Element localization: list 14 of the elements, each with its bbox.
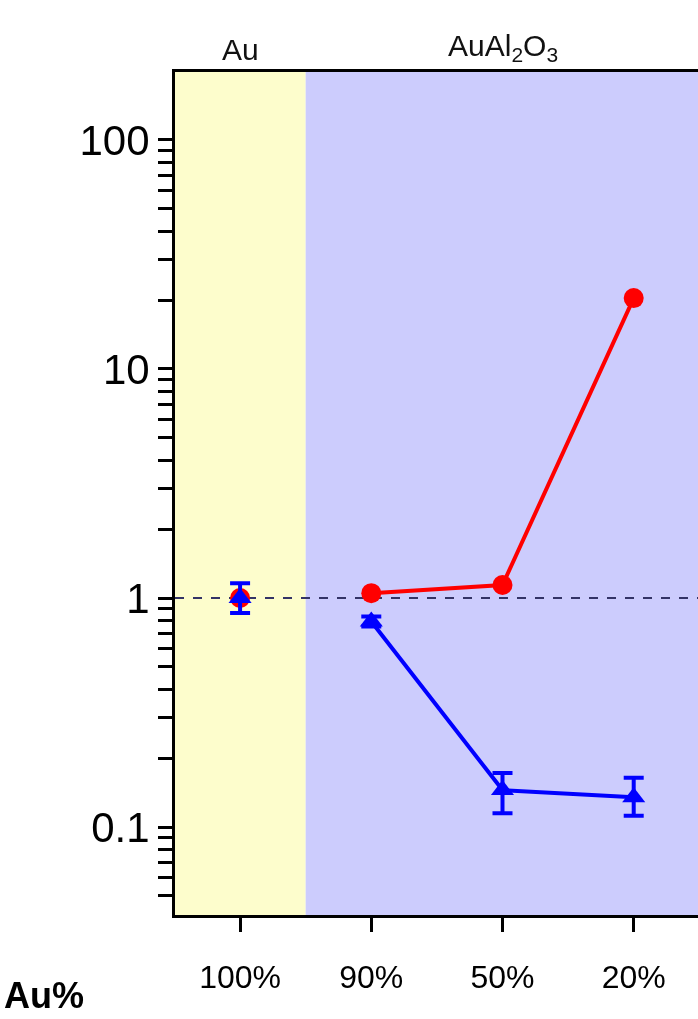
x-tick-label: 90% bbox=[339, 959, 404, 996]
y-tick-label: 1 bbox=[126, 574, 150, 622]
y-tick-label: 0.1 bbox=[91, 803, 150, 851]
x-tick-label: 100% bbox=[199, 959, 281, 996]
point bbox=[361, 583, 382, 604]
x-axis-title: Au% bbox=[4, 975, 84, 1016]
x-tick-label: 50% bbox=[470, 959, 535, 996]
point bbox=[492, 574, 513, 595]
y-tick-label: 10 bbox=[102, 345, 150, 393]
point bbox=[623, 288, 644, 309]
band-label: AuAl$_{2}$O$_{3}$ bbox=[448, 29, 559, 67]
x-tick-label: 20% bbox=[601, 959, 666, 996]
band-label: Au bbox=[222, 33, 259, 66]
y-tick-label: 100 bbox=[79, 116, 150, 164]
